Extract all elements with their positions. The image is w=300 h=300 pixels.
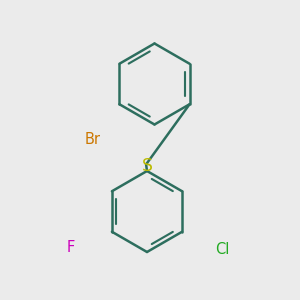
Text: Br: Br bbox=[85, 132, 101, 147]
Text: S: S bbox=[142, 157, 153, 175]
Text: Cl: Cl bbox=[215, 242, 230, 257]
Text: F: F bbox=[66, 240, 74, 255]
